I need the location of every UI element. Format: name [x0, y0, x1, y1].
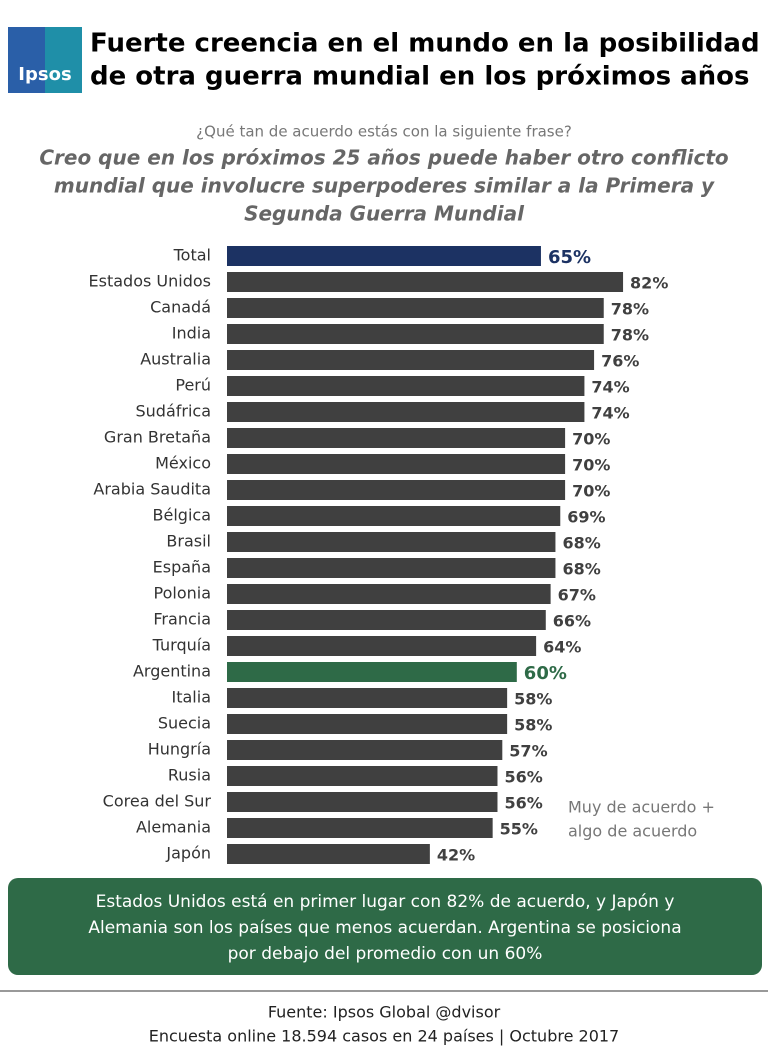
category-label: Japón: [165, 844, 211, 863]
value-label: 69%: [567, 508, 605, 527]
value-label: 78%: [611, 300, 649, 319]
value-label: 56%: [504, 794, 542, 813]
value-label: 70%: [572, 456, 610, 475]
legend-note: algo de acuerdo: [568, 822, 697, 841]
value-label: 57%: [509, 742, 547, 761]
value-label: 64%: [543, 638, 581, 657]
category-label: Brasil: [166, 532, 211, 551]
value-label: 70%: [572, 430, 610, 449]
bar: [227, 324, 604, 344]
title-line: de otra guerra mundial en los próximos a…: [90, 62, 750, 92]
category-label: Estados Unidos: [89, 272, 211, 291]
category-label: Arabia Saudita: [93, 480, 211, 499]
bar: [227, 740, 503, 760]
category-label: Francia: [153, 610, 211, 629]
bar: [227, 714, 508, 734]
bar: [227, 558, 556, 578]
category-label: España: [153, 558, 211, 577]
bar: [227, 428, 566, 448]
category-label: Polonia: [154, 584, 212, 603]
category-label: Perú: [175, 376, 211, 395]
question-line: Creo que en los próximos 25 años puede h…: [39, 146, 728, 170]
value-label: 74%: [591, 378, 629, 397]
value-label: 70%: [572, 482, 610, 501]
value-label: 58%: [514, 716, 552, 735]
bar: [227, 272, 624, 292]
bar: [227, 454, 566, 474]
summary-box: [8, 878, 762, 975]
summary-line: Alemania son los países que menos acuerd…: [88, 918, 681, 938]
bar: [227, 766, 498, 786]
logo-box-left: [8, 27, 45, 93]
bar: [227, 844, 430, 864]
bar: [227, 662, 517, 682]
question-line: Segunda Guerra Mundial: [244, 202, 525, 226]
category-label: Alemania: [136, 818, 211, 837]
category-label: Rusia: [168, 766, 211, 785]
bar: [227, 532, 556, 552]
category-label: Hungría: [148, 740, 211, 759]
category-label: Sudáfrica: [135, 402, 211, 421]
value-label: 60%: [524, 663, 567, 684]
title-line: Fuerte creencia en el mundo en la posibi…: [90, 29, 760, 59]
value-label: 76%: [601, 352, 639, 371]
value-label: 67%: [558, 586, 596, 605]
value-label: 58%: [514, 690, 552, 709]
category-label: Italia: [172, 688, 212, 707]
category-label: Turquía: [152, 636, 211, 655]
value-label: 65%: [548, 247, 591, 268]
bar: [227, 792, 498, 812]
value-label: 68%: [562, 534, 600, 553]
bar: [227, 506, 561, 526]
bar: [227, 350, 595, 370]
value-label: 74%: [591, 404, 629, 423]
value-label: 68%: [562, 560, 600, 579]
category-label: Bélgica: [153, 506, 211, 525]
bar: [227, 818, 493, 838]
bar: [227, 480, 566, 500]
value-label: 82%: [630, 274, 668, 293]
category-label: Suecia: [158, 714, 211, 733]
category-label: Gran Bretaña: [104, 428, 211, 447]
bar: [227, 246, 541, 266]
bar: [227, 376, 585, 396]
value-label: 42%: [437, 846, 475, 865]
summary-line: Estados Unidos está en primer lugar con …: [96, 892, 675, 912]
bar: [227, 584, 551, 604]
value-label: 78%: [611, 326, 649, 345]
value-label: 55%: [500, 820, 538, 839]
category-label: India: [172, 324, 211, 343]
category-label: Corea del Sur: [103, 792, 212, 811]
category-label: Canadá: [150, 298, 211, 317]
category-label: Australia: [140, 350, 211, 369]
logo-text: Ipsos: [18, 64, 71, 85]
bar: [227, 298, 604, 318]
bar: [227, 402, 585, 422]
source: Encuesta online 18.594 casos en 24 paíse…: [149, 1027, 619, 1046]
summary-line: por debajo del promedio con un 60%: [228, 944, 543, 964]
bar: [227, 636, 537, 656]
value-label: 66%: [553, 612, 591, 631]
source: Fuente: Ipsos Global @dvisor: [268, 1003, 501, 1022]
subtitle: ¿Qué tan de acuerdo estás con la siguien…: [196, 123, 572, 141]
category-label: México: [155, 454, 211, 473]
bar: [227, 688, 508, 708]
category-label: Total: [173, 246, 211, 265]
bar: [227, 610, 546, 630]
value-label: 56%: [504, 768, 542, 787]
category-label: Argentina: [133, 662, 211, 681]
question-line: mundial que involucre superpoderes simil…: [54, 174, 715, 198]
legend-note: Muy de acuerdo +: [568, 798, 715, 817]
